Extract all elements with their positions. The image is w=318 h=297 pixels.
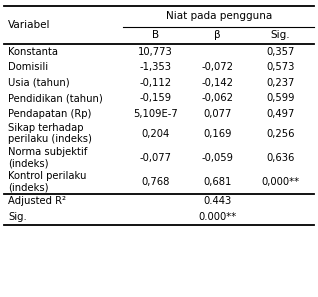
Text: 0,681: 0,681: [203, 176, 231, 187]
Text: Adjusted R²: Adjusted R²: [8, 196, 66, 206]
Text: Kontrol perilaku
(indeks): Kontrol perilaku (indeks): [8, 171, 86, 192]
Text: Pendapatan (Rp): Pendapatan (Rp): [8, 109, 91, 119]
Text: Variabel: Variabel: [8, 20, 51, 30]
Text: Sig.: Sig.: [271, 30, 290, 40]
Text: 0,497: 0,497: [266, 109, 295, 119]
Text: 5,109E-7: 5,109E-7: [133, 109, 177, 119]
Text: 0,599: 0,599: [266, 93, 295, 103]
Text: 0,169: 0,169: [203, 129, 232, 138]
Text: Domisili: Domisili: [8, 62, 48, 72]
Text: 0,768: 0,768: [141, 176, 169, 187]
Text: -1,353: -1,353: [139, 62, 171, 72]
Text: Sig.: Sig.: [8, 212, 27, 222]
Text: -0,062: -0,062: [201, 93, 233, 103]
Text: -0,077: -0,077: [139, 152, 171, 162]
Text: -0,142: -0,142: [201, 78, 233, 88]
Text: 10,773: 10,773: [138, 47, 172, 57]
Text: β: β: [214, 30, 220, 40]
Text: Sikap terhadap
perilaku (indeks): Sikap terhadap perilaku (indeks): [8, 123, 92, 144]
Text: Pendidikan (tahun): Pendidikan (tahun): [8, 93, 103, 103]
Text: -0,112: -0,112: [139, 78, 171, 88]
Text: 0.000**: 0.000**: [198, 212, 236, 222]
Text: -0,059: -0,059: [201, 152, 233, 162]
Text: 0,204: 0,204: [141, 129, 169, 138]
Text: Usia (tahun): Usia (tahun): [8, 78, 70, 88]
Text: 0,573: 0,573: [266, 62, 295, 72]
Text: Konstanta: Konstanta: [8, 47, 58, 57]
Text: -0,159: -0,159: [139, 93, 171, 103]
Text: 0,000**: 0,000**: [262, 176, 300, 187]
Text: -0,072: -0,072: [201, 62, 233, 72]
Text: 0,636: 0,636: [266, 152, 295, 162]
Text: 0,256: 0,256: [266, 129, 295, 138]
Text: 0,357: 0,357: [266, 47, 295, 57]
Text: 0,237: 0,237: [266, 78, 295, 88]
Text: 0.443: 0.443: [203, 196, 231, 206]
Text: 0,077: 0,077: [203, 109, 231, 119]
Text: B: B: [152, 30, 159, 40]
Text: Norma subjektif
(indeks): Norma subjektif (indeks): [8, 147, 87, 168]
Text: Niat pada pengguna: Niat pada pengguna: [166, 11, 272, 21]
